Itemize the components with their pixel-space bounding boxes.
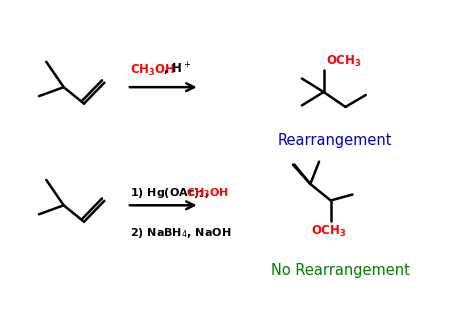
Text: $\mathregular{OCH_3}$: $\mathregular{OCH_3}$ bbox=[310, 224, 346, 240]
Text: No Rearrangement: No Rearrangement bbox=[271, 263, 410, 278]
Text: $\mathregular{CH_3OH}$: $\mathregular{CH_3OH}$ bbox=[186, 187, 229, 200]
Text: , H$^+$: , H$^+$ bbox=[163, 61, 191, 78]
Text: $\mathregular{CH_3OH}$: $\mathregular{CH_3OH}$ bbox=[130, 63, 175, 78]
Text: $\mathregular{OCH_3}$: $\mathregular{OCH_3}$ bbox=[326, 54, 362, 69]
Text: 2) NaBH$_4$, NaOH: 2) NaBH$_4$, NaOH bbox=[130, 226, 231, 240]
Text: 1) Hg(OAc)$_2$,: 1) Hg(OAc)$_2$, bbox=[130, 187, 210, 200]
Text: Rearrangement: Rearrangement bbox=[278, 133, 392, 148]
